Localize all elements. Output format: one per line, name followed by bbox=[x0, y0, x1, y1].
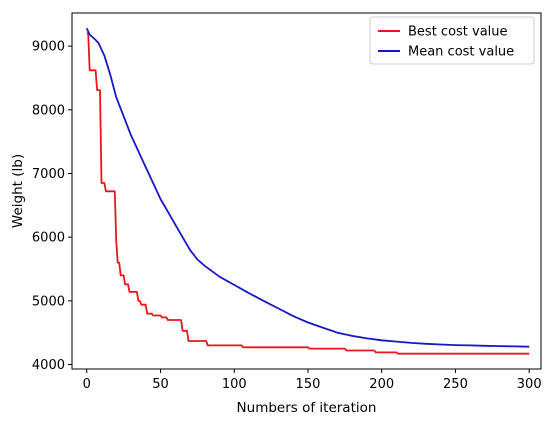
y-tick-label-4: 8000 bbox=[32, 103, 65, 118]
series-line-0 bbox=[86, 32, 530, 355]
y-axis-label: Weight (lb) bbox=[10, 154, 26, 228]
x-axis: 0 50 100 150 200 250 300 bbox=[83, 369, 542, 392]
y-tick-label-0: 4000 bbox=[32, 358, 65, 373]
y-tick-label-1: 5000 bbox=[32, 294, 65, 309]
y-tick-label-3: 7000 bbox=[32, 167, 65, 182]
x-tick-label-5: 250 bbox=[443, 377, 468, 392]
y-tick-label-2: 6000 bbox=[32, 231, 65, 246]
legend-label-1: Mean cost value bbox=[408, 45, 514, 60]
x-tick-label-3: 150 bbox=[296, 377, 321, 392]
series-line-1 bbox=[85, 27, 530, 348]
legend-box bbox=[369, 16, 535, 65]
x-axis-label: Numbers of iteration bbox=[237, 400, 377, 416]
x-tick-label-0: 0 bbox=[83, 377, 91, 392]
y-axis: 4000 5000 6000 7000 8000 9000 bbox=[32, 40, 72, 373]
legend: Best cost value Mean cost value bbox=[369, 16, 535, 65]
y-tick-label-5: 9000 bbox=[32, 40, 65, 55]
x-tick-label-6: 300 bbox=[517, 377, 542, 392]
axes-frame bbox=[71, 12, 542, 370]
x-tick-label-2: 100 bbox=[222, 377, 247, 392]
legend-label-0: Best cost value bbox=[408, 25, 508, 40]
x-tick-label-4: 200 bbox=[369, 377, 394, 392]
x-tick-label-1: 50 bbox=[152, 377, 169, 392]
marks-layer bbox=[85, 27, 530, 355]
